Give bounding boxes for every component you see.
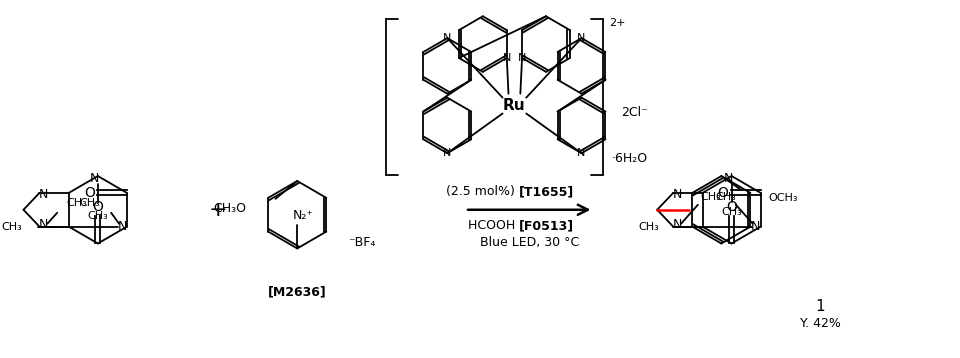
Text: N: N — [38, 218, 48, 231]
Text: N: N — [724, 171, 733, 184]
Text: 2Cl⁻: 2Cl⁻ — [621, 106, 648, 119]
Text: N: N — [517, 53, 526, 63]
Text: O: O — [84, 186, 95, 200]
Text: OCH₃: OCH₃ — [769, 193, 799, 203]
Text: O: O — [718, 186, 729, 200]
Text: CH₃: CH₃ — [66, 198, 87, 208]
Text: +: + — [209, 200, 228, 220]
Text: 2+: 2+ — [609, 18, 625, 28]
Text: HCOOH: HCOOH — [468, 219, 519, 232]
Text: N: N — [577, 148, 586, 158]
Text: [T1655]: [T1655] — [519, 185, 575, 198]
Text: N: N — [672, 188, 682, 202]
Text: N: N — [751, 220, 760, 233]
Text: ·6H₂O: ·6H₂O — [612, 152, 647, 165]
Text: CH₃: CH₃ — [721, 207, 742, 217]
Text: N: N — [117, 220, 127, 233]
Text: CH₃: CH₃ — [638, 222, 659, 232]
Text: CH₃O: CH₃O — [213, 202, 246, 215]
Text: N: N — [90, 171, 100, 184]
Text: [M2636]: [M2636] — [268, 286, 326, 299]
Text: [F0513]: [F0513] — [519, 219, 574, 232]
Text: Y. 42%: Y. 42% — [800, 318, 841, 330]
Text: N: N — [444, 148, 451, 158]
Text: N: N — [577, 33, 586, 43]
Text: N₂⁺: N₂⁺ — [293, 209, 314, 222]
Text: CH₃: CH₃ — [716, 192, 736, 202]
Text: ⁻BF₄: ⁻BF₄ — [348, 236, 376, 249]
Text: N: N — [38, 188, 48, 202]
Text: (2.5 mol%): (2.5 mol%) — [446, 185, 519, 198]
Text: N: N — [503, 53, 511, 63]
Text: CH₃: CH₃ — [87, 211, 108, 221]
Text: 1: 1 — [816, 300, 826, 314]
Text: CH₃: CH₃ — [2, 222, 22, 232]
Text: CH₃: CH₃ — [79, 198, 100, 208]
Text: CH₃: CH₃ — [701, 192, 721, 202]
Text: O: O — [726, 200, 737, 214]
Text: Ru: Ru — [503, 98, 526, 113]
Text: O: O — [92, 200, 104, 214]
Text: N: N — [444, 33, 451, 43]
Text: Blue LED, 30 °C: Blue LED, 30 °C — [480, 236, 579, 249]
Text: N: N — [672, 218, 682, 231]
